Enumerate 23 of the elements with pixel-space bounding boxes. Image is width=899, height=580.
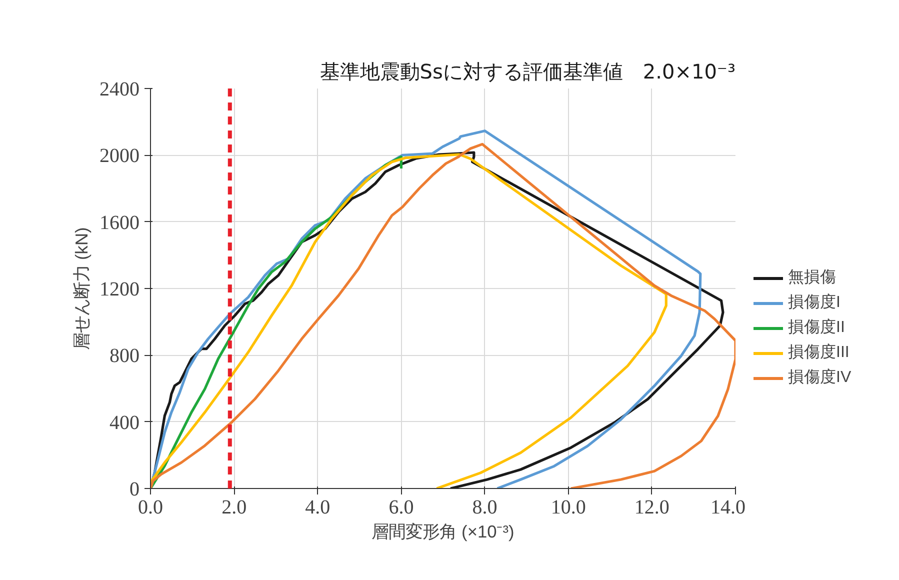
y-tick-label: 2400 [100,78,140,100]
x-axis-title: 層間変形角 (×10⁻³) [372,522,514,542]
legend-label: 損傷度III [788,342,850,363]
legend-label: 損傷度IV [788,368,852,388]
y-tick-label: 400 [110,412,140,434]
y-tick-label: 1200 [100,278,140,300]
legend-label: 損傷度II [788,318,845,338]
x-tick-label: 8.0 [472,496,498,518]
y-axis-title: 層せん断力 (kN) [72,227,92,350]
x-tick-label: 14.0 [710,496,746,518]
x-tick-label: 4.0 [305,496,330,518]
x-tick-label: 10.0 [550,496,586,518]
x-tick-label: 6.0 [388,496,414,518]
legend-label: 無損傷 [788,268,836,288]
x-tick-label: 12.0 [634,496,670,518]
y-tick-label: 1600 [100,212,140,234]
y-tick-label: 800 [110,345,140,368]
x-tick-label: 2.0 [222,496,247,518]
chart-title: 基準地震動Ssに対する評価基準値 2.0×10⁻³ [320,60,736,84]
x-tick-label: 0.0 [138,496,163,518]
y-tick-label: 0 [130,478,140,500]
y-tick-label: 2000 [100,145,140,168]
legend-label: 損傷度I [788,292,840,313]
